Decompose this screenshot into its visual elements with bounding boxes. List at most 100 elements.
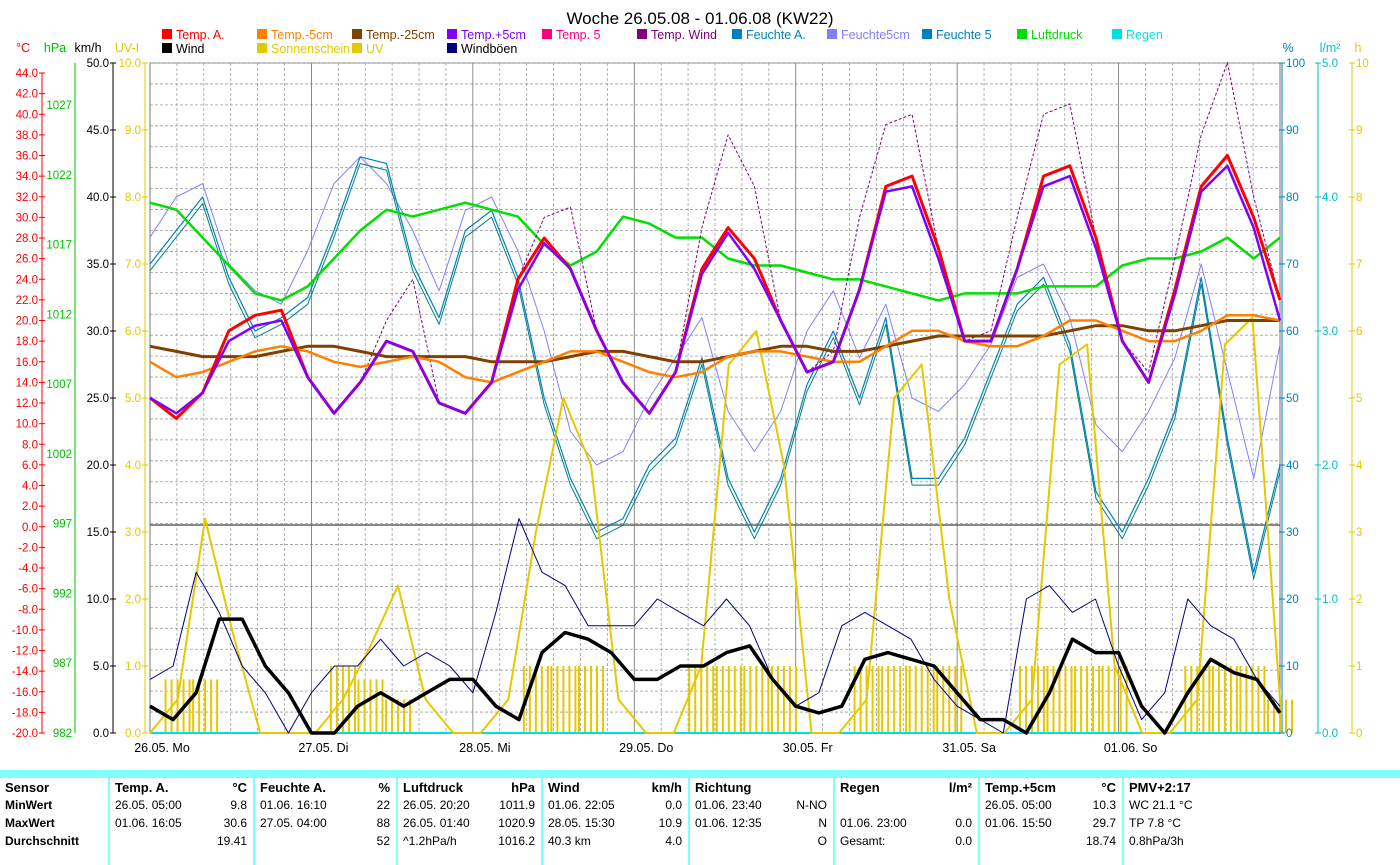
celsius-axis-label: 32.0 (16, 192, 38, 204)
celsius-axis-label: 14.0 (16, 377, 38, 389)
celsius-axis-label: 40.0 (16, 109, 38, 121)
series-wind (149, 617, 1282, 735)
stats-cell-value: 0.0 (665, 798, 682, 812)
stats-cell-label: 28.05. 15:30 (548, 816, 615, 830)
stats-row: 28.05. 15:30 10.9 (543, 814, 688, 832)
celsius-axis-label: -18.0 (12, 707, 38, 719)
stats-cell-label: MinWert (5, 798, 53, 812)
stats-column: Luftdruck hPa 26.05. 20:20 1011.9 26.05. 01:… (398, 778, 543, 865)
celsius-axis-label: 12.0 (16, 398, 38, 410)
x-tick-label: 29.05. Do (619, 741, 673, 755)
stats-cell-label: TP 7.8 °C (1129, 816, 1181, 830)
stats-cell-value: 88 (376, 816, 390, 830)
axis-header: km/h (74, 41, 101, 55)
stats-header-unit: hPa (511, 780, 535, 795)
stats-cell-label: WC 21.1 °C (1129, 798, 1193, 812)
stats-cell-value: 18.74 (1085, 834, 1116, 848)
stats-cell-label: 26.05. 05:00 (115, 798, 182, 812)
grid-lines (149, 62, 1281, 734)
hours-axis-label: 10 (1356, 58, 1369, 70)
rain-axis-label: 5.0 (1322, 58, 1338, 70)
uv-axis-label: 6.0 (125, 326, 141, 338)
weather-chart: Woche 26.05.08 - 01.06.08 (KW22) Temp. A… (12, 9, 1369, 755)
celsius-axis-label: 22.0 (16, 295, 38, 307)
x-tick-label: 26.05. Mo (134, 741, 190, 755)
stats-cell-value: 22 (376, 798, 390, 812)
legend-label: Feuchte A. (746, 28, 806, 42)
hpa-axis-label: 992 (53, 588, 72, 600)
stats-row: 01.06. 16:10 22 (255, 796, 396, 814)
stats-header-label: Temp.+5cm (985, 780, 1056, 795)
hpa-axis-label: 1022 (46, 170, 72, 182)
stats-cell-label: 26.05. 05:00 (985, 798, 1052, 812)
celsius-axis-label: 26.0 (16, 254, 38, 266)
hours-axis-label: 2 (1356, 594, 1362, 606)
stats-cell-value: 52 (376, 834, 390, 848)
stats-row: 01.06. 15:50 29.7 (980, 814, 1122, 832)
celsius-axis-label: 6.0 (22, 460, 38, 472)
legend-swatch (162, 29, 172, 39)
stats-row: 26.05. 05:00 10.3 (980, 796, 1122, 814)
x-tick-label: 27.05. Di (298, 741, 348, 755)
uv-axis-label: 4.0 (125, 460, 141, 472)
uv-axis-label: 9.0 (125, 125, 141, 137)
series-uv (149, 316, 1281, 734)
series-layer (149, 62, 1293, 735)
stats-header-label: Feuchte A. (260, 780, 326, 795)
legend-swatch (827, 29, 837, 39)
stats-row: Durchschnitt (0, 832, 108, 850)
stats-header: Wind km/h (543, 778, 688, 796)
legend-swatch (257, 43, 267, 53)
stats-cell-label: Durchschnitt (5, 834, 80, 848)
hpa-axis-label: 982 (53, 728, 72, 740)
stats-cell-label: 26.05. 01:40 (403, 816, 470, 830)
stats-row: O (690, 832, 833, 850)
kmh-axis-label: 50.0 (87, 58, 109, 70)
stats-row: 0.8hPa/3h (1124, 832, 1400, 850)
stats-row: TP 7.8 °C (1124, 814, 1400, 832)
stats-cell-label: 01.06. 23:00 (840, 816, 907, 830)
hours-axis-label: 7 (1356, 259, 1362, 271)
hours-axis-label: 6 (1356, 326, 1362, 338)
stats-row: 52 (255, 832, 396, 850)
stats-cell-label: 01.06. 16:05 (115, 816, 182, 830)
x-tick-label: 31.05. Sa (942, 741, 996, 755)
celsius-axis-label: 2.0 (22, 501, 38, 513)
legend-swatch (732, 29, 742, 39)
percent-axis-label: 40 (1286, 460, 1299, 472)
series-feuchte-5 (149, 163, 1281, 580)
stats-cell-value: 1020.9 (498, 816, 535, 830)
stats-cell-value: 10.9 (658, 816, 682, 830)
hours-axis-label: 9 (1356, 125, 1362, 137)
percent-axis-label: 30 (1286, 527, 1299, 539)
percent-axis-label: 80 (1286, 192, 1299, 204)
stats-row: Gesamt: 0.0 (835, 832, 978, 850)
uv-axis-label: 3.0 (125, 527, 141, 539)
legend-swatch (922, 29, 932, 39)
hpa-axis-label: 1012 (46, 309, 72, 321)
legend-label: Feuchte5cm (841, 28, 910, 42)
stats-cell-value: 9.8 (230, 798, 247, 812)
uv-axis-label: 2.0 (125, 594, 141, 606)
uv-axis-label: 8.0 (125, 192, 141, 204)
kmh-axis-label: 25.0 (87, 393, 109, 405)
stats-cell-label: Gesamt: (840, 834, 886, 848)
stats-column: PMV+2:17 WC 21.1 °C TP 7.8 °C 0.8hPa/3h (1124, 778, 1400, 865)
legend-label: Sonnenschein (271, 42, 350, 56)
celsius-axis-label: 18.0 (16, 336, 38, 348)
stats-header: Richtung (690, 778, 833, 796)
legend-swatch (1112, 29, 1122, 39)
stats-cell-value: O (817, 834, 827, 848)
stats-header-unit: °C (232, 780, 247, 795)
legend-label: Temp. 5 (556, 28, 601, 42)
stats-cell-value: N-NO (796, 798, 827, 812)
stats-cell-label: 27.05. 04:00 (260, 816, 327, 830)
legend-swatch (162, 43, 172, 53)
rain-axis-label: 2.0 (1322, 460, 1338, 472)
stats-cell-value: 4.0 (665, 834, 682, 848)
legend-swatch (447, 43, 457, 53)
percent-axis-label: 70 (1286, 259, 1299, 271)
stats-row: 19.41 (110, 832, 253, 850)
hpa-axis-label: 1017 (46, 240, 72, 252)
